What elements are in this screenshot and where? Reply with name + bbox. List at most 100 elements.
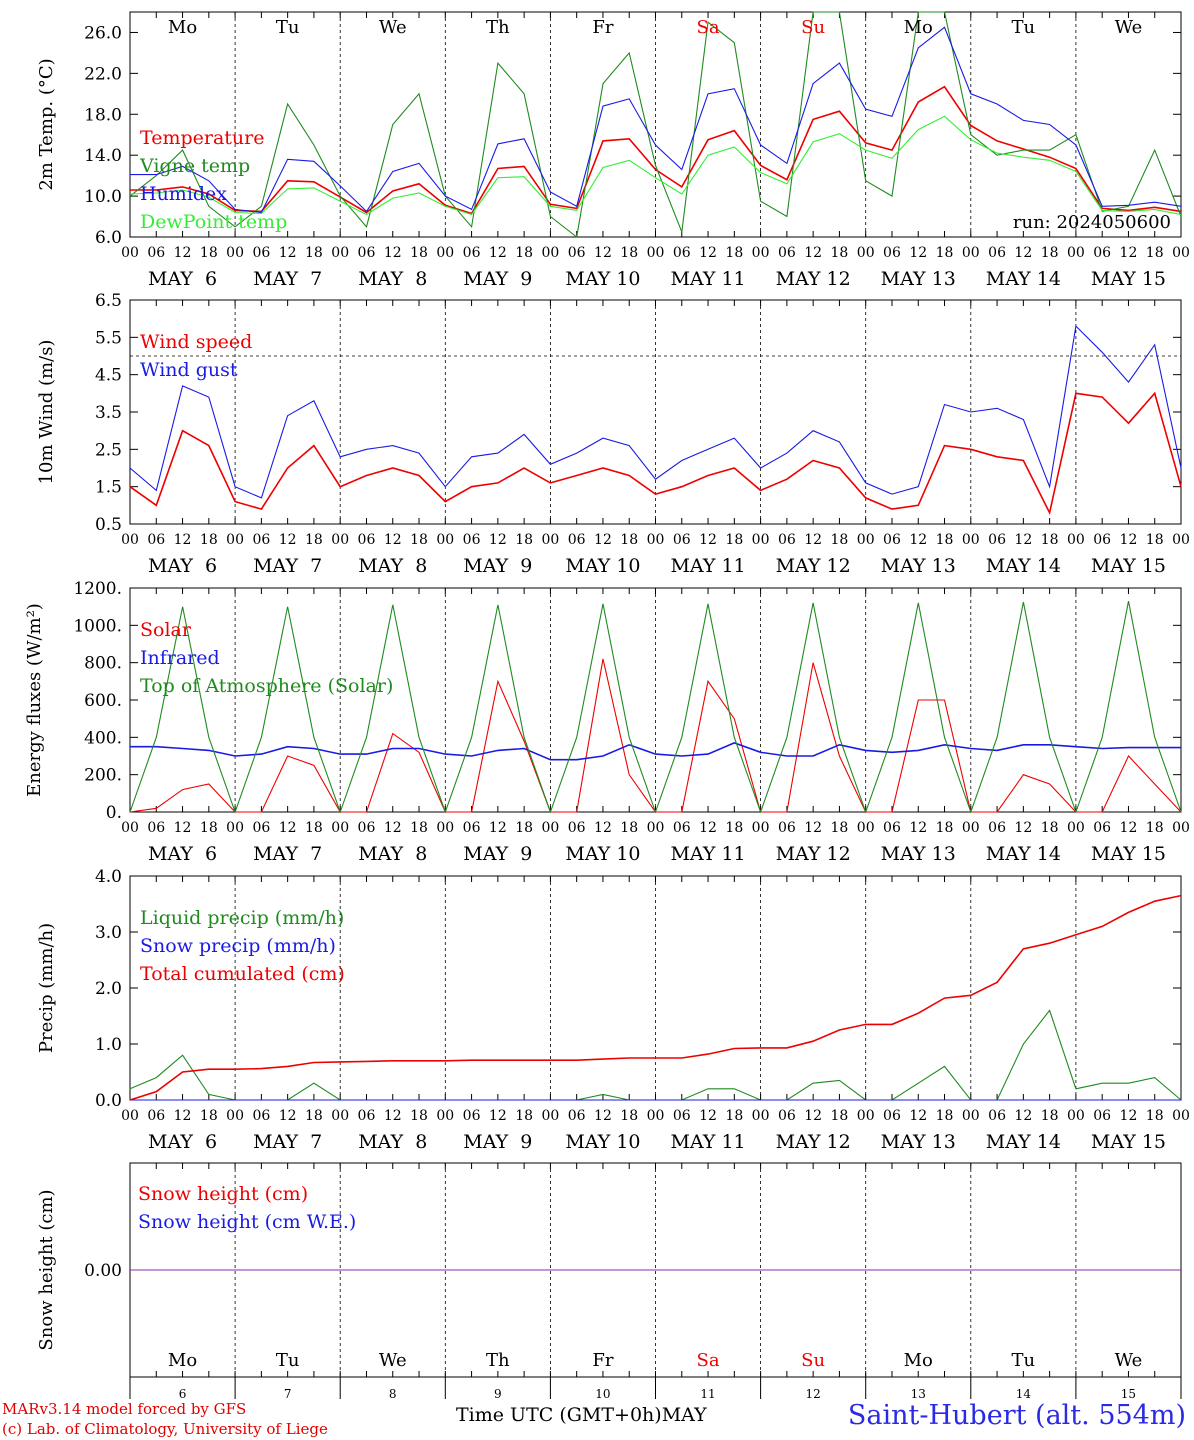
- hour-label: 06: [252, 532, 270, 548]
- hour-label: 06: [358, 245, 376, 261]
- hour-label: 12: [384, 532, 402, 548]
- weekday-label: Th: [486, 1350, 510, 1371]
- plot-frame: [129, 299, 1182, 525]
- date-label: MAY 11: [670, 268, 745, 290]
- date-label: MAY 10: [565, 1131, 640, 1153]
- hour-label: 18: [831, 245, 849, 261]
- hour-label: 18: [936, 820, 954, 836]
- hour-label: 12: [594, 532, 612, 548]
- hour-label: 00: [1172, 532, 1190, 548]
- plot-frame: [129, 11, 1182, 238]
- hour-label: 00: [647, 245, 665, 261]
- date-label: MAY 6: [148, 1131, 217, 1153]
- day-number-label: 13: [911, 1387, 926, 1401]
- series-line-humidex: [130, 26, 1182, 214]
- hour-label: 12: [1014, 245, 1032, 261]
- hour-label: 12: [699, 1108, 717, 1124]
- date-label: MAY 14: [986, 268, 1061, 290]
- legend-entry: Total cumulated (cm): [140, 963, 345, 985]
- legend-entry: Solar: [140, 619, 192, 641]
- hour-label: 00: [226, 820, 244, 836]
- hour-label: 06: [673, 245, 691, 261]
- date-label: MAY 12: [776, 1131, 851, 1153]
- day-number-label: 9: [494, 1387, 502, 1401]
- panel-energy: 0. 200. 400. 600. 800. 1000. 1200. Energy fluxe…: [24, 579, 1190, 865]
- legend-entry: Wind gust: [140, 359, 238, 381]
- hour-label: 12: [804, 245, 822, 261]
- date-label: MAY 15: [1091, 555, 1166, 577]
- date-label: MAY 7: [253, 843, 322, 865]
- y-tick-label: 1.0: [95, 1035, 122, 1055]
- day-number-label: 10: [595, 1387, 610, 1401]
- date-label: MAY 12: [776, 843, 851, 865]
- hour-label: 12: [909, 1108, 927, 1124]
- date-label: MAY 7: [253, 268, 322, 290]
- date-label: MAY 11: [670, 1131, 745, 1153]
- date-label: MAY 11: [670, 555, 745, 577]
- hour-label: 00: [541, 532, 559, 548]
- hour-label: 00: [121, 820, 139, 836]
- hour-label: 18: [1146, 245, 1164, 261]
- weekday-label: Fr: [592, 1350, 613, 1371]
- hour-label: 12: [1014, 1108, 1032, 1124]
- y-tick-label: 400.: [84, 728, 122, 748]
- y-tick-label: 26.0: [84, 23, 122, 43]
- hour-label: 18: [725, 1108, 743, 1124]
- weekday-label: We: [1115, 17, 1143, 38]
- hour-label: 18: [200, 245, 218, 261]
- hour-label: 06: [673, 1108, 691, 1124]
- hour-label: 12: [699, 532, 717, 548]
- hour-label: 12: [909, 820, 927, 836]
- hour-label: 18: [936, 532, 954, 548]
- day-number-label: 7: [284, 1387, 292, 1401]
- y-axis-label: 10m Wind (m/s): [36, 340, 57, 485]
- hour-label: 00: [331, 820, 349, 836]
- legend-entry: Infrared: [140, 647, 220, 669]
- y-tick-label: 5.5: [95, 328, 122, 348]
- hour-label: 12: [1014, 820, 1032, 836]
- date-label: MAY 10: [565, 555, 640, 577]
- y-axis-label: 2m Temp. (°C): [36, 58, 57, 190]
- hour-label: 18: [831, 532, 849, 548]
- hour-label: 00: [1067, 245, 1085, 261]
- legend-entry: Snow precip (mm/h): [140, 935, 336, 957]
- y-tick-label: 3.0: [95, 923, 122, 943]
- hour-label: 18: [200, 532, 218, 548]
- weekday-label: Tu: [1012, 1350, 1036, 1371]
- date-label: MAY 13: [881, 555, 956, 577]
- hour-label: 06: [568, 1108, 586, 1124]
- hour-label: 12: [384, 245, 402, 261]
- y-tick-label: 0.: [106, 803, 122, 823]
- y-tick-label: 4.0: [95, 867, 122, 887]
- weekday-label: Fr: [592, 17, 613, 38]
- hour-label: 12: [804, 532, 822, 548]
- hour-label: 18: [1146, 1108, 1164, 1124]
- hour-label: 06: [673, 820, 691, 836]
- date-label: MAY 6: [148, 843, 217, 865]
- y-tick-label: 4.5: [95, 366, 122, 386]
- hour-label: 12: [699, 245, 717, 261]
- y-tick-label: 1.5: [95, 478, 122, 498]
- hour-label: 12: [1120, 532, 1138, 548]
- hour-label: 00: [1172, 820, 1190, 836]
- y-tick-label: 14.0: [84, 146, 122, 166]
- weekday-label: Sa: [697, 1350, 720, 1371]
- date-label: MAY 14: [986, 1131, 1061, 1153]
- hour-label: 00: [647, 820, 665, 836]
- weekday-label: Mo: [904, 1350, 933, 1371]
- time-axis-label: Time UTC (GMT+0h)MAY: [456, 1404, 707, 1426]
- y-tick-label: 22.0: [84, 64, 122, 84]
- hour-label: 06: [147, 820, 165, 836]
- y-tick-label: 1000.: [73, 616, 122, 636]
- legend-entry: Vigne temp: [139, 155, 250, 177]
- hour-label: 18: [1041, 1108, 1059, 1124]
- hour-label: 06: [988, 1108, 1006, 1124]
- hour-label: 06: [778, 245, 796, 261]
- hour-label: 00: [752, 245, 770, 261]
- hour-label: 00: [857, 532, 875, 548]
- hour-label: 12: [279, 245, 297, 261]
- date-label: MAY 9: [463, 843, 532, 865]
- day-number-label: 15: [1121, 1387, 1136, 1401]
- weekday-label: Mo: [168, 17, 197, 38]
- hour-label: 18: [200, 820, 218, 836]
